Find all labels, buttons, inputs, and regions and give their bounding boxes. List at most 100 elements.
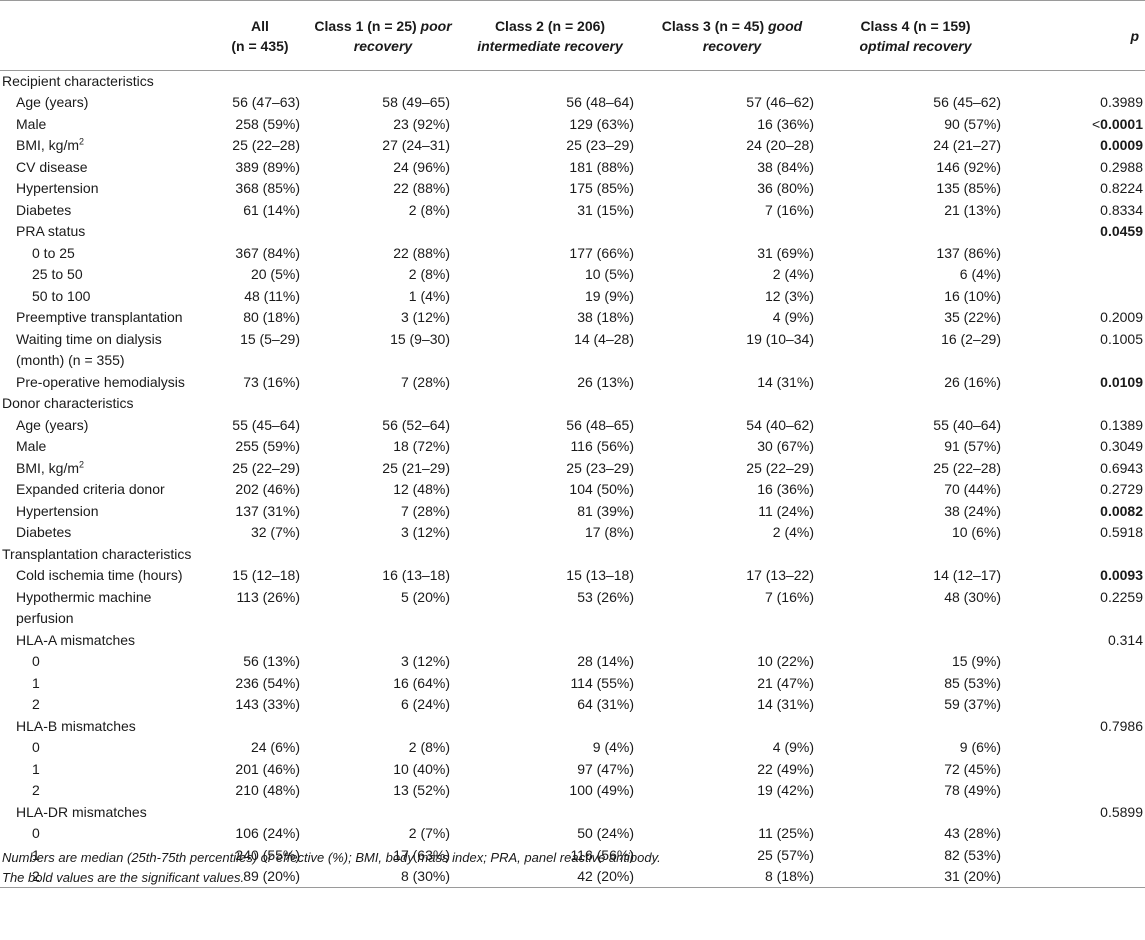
table-row: 1 236 (54%) 16 (64%) 114 (55%) 21 (47%) 85 (5… bbox=[0, 673, 1145, 695]
header-class3: Class 3 (n = 45) good recovery bbox=[642, 0, 822, 71]
cell-class2: 42 (20%) bbox=[458, 866, 642, 888]
cell-class4 bbox=[822, 71, 1009, 93]
row-label-text: 2 bbox=[32, 782, 40, 798]
row-label-text: Waiting time on dialysis (month) (n = 35… bbox=[16, 330, 162, 368]
cell-class3: 4 (9%) bbox=[772, 739, 814, 755]
cell-p-value: 0.2988 bbox=[1100, 158, 1143, 175]
cell-class4: 14 (12–17) bbox=[933, 567, 1001, 583]
cell-class2: 26 (13%) bbox=[577, 373, 634, 390]
cell-class3: 57 (46–62) bbox=[746, 94, 814, 110]
row-label: BMI, kg/m2 bbox=[0, 135, 212, 157]
cell-class2 bbox=[458, 221, 642, 243]
cell-all bbox=[212, 630, 308, 652]
cell-all: 48 (11%) bbox=[244, 287, 300, 304]
cell-class2 bbox=[458, 802, 642, 824]
cell-class2: 64 (31%) bbox=[577, 696, 634, 712]
cell-class4: 15 (9%) bbox=[951, 653, 1001, 669]
cell-all: 24 (6%) bbox=[250, 739, 300, 755]
header-class2: Class 2 (n = 206) intermediate recovery bbox=[458, 0, 642, 71]
cell-class4: 16 (2–29) bbox=[941, 330, 1001, 347]
cell-class1: 8 (30%) bbox=[308, 866, 458, 888]
cell-class2: 14 (4–28) bbox=[574, 330, 634, 347]
header-all: All (n = 435) bbox=[212, 0, 308, 71]
cell-class3: 38 (84%) bbox=[757, 158, 814, 175]
table-body: Recipient characteristics Age (years) 56 (… bbox=[0, 71, 1145, 888]
header-class4-line1: Class 4 (n = 159) bbox=[860, 17, 971, 34]
row-label: Age (years) bbox=[0, 92, 212, 114]
row-label-text: Age (years) bbox=[16, 94, 89, 110]
header-class3-line2: recovery bbox=[702, 37, 762, 54]
cell-class4: 55 (40–64) bbox=[933, 416, 1001, 433]
row-label-text: 1 bbox=[32, 674, 40, 691]
cell-all: 113 (26%) bbox=[236, 588, 300, 605]
cell-class3: 7 (16%) bbox=[764, 201, 814, 218]
cell-class2: 56 (48–65) bbox=[566, 416, 634, 433]
table-row: Hypertension 137 (31%) 7 (28%) 81 (39%) 11 (… bbox=[0, 501, 1145, 523]
row-label: CV disease bbox=[0, 157, 212, 179]
row-label-text: HLA-A mismatches bbox=[16, 631, 136, 648]
header-row: All (n = 435) Class 1 (n = 25) poor reco… bbox=[0, 0, 1145, 71]
table-row: Cold ischemia time (hours) 15 (12–18) 16 (… bbox=[0, 565, 1145, 587]
row-label-text: Donor characteristics bbox=[2, 395, 134, 411]
cell-class1 bbox=[308, 630, 458, 652]
cell-class3: 19 (42%) bbox=[757, 782, 814, 798]
row-label: 0 bbox=[0, 823, 212, 845]
row-label-text: Diabetes bbox=[16, 524, 72, 540]
table-row: HLA-A mismatches 0.314 bbox=[0, 630, 1145, 652]
cell-class4: 82 (53%) bbox=[944, 846, 1001, 863]
header-class2-line1: Class 2 (n = 206) bbox=[494, 17, 606, 34]
cell-class4: 16 (10%) bbox=[944, 287, 1001, 304]
row-label: Age (years) bbox=[0, 415, 212, 437]
row-label: BMI, kg/m2 bbox=[0, 458, 212, 480]
cell-all: 236 (54%) bbox=[235, 674, 300, 691]
table-row: Waiting time on dialysis (month) (n = 35… bbox=[0, 329, 1145, 372]
cell-class4: 137 (86%) bbox=[936, 244, 1001, 261]
table-row: 0 to 25 367 (84%) 22 (88%) 177 (66%) 31 (69%… bbox=[0, 243, 1145, 265]
cell-class1: 3 (12%) bbox=[400, 524, 450, 540]
cell-class1: 7 (28%) bbox=[400, 502, 450, 519]
cell-p-value: 0.0459 bbox=[1100, 223, 1143, 239]
cell-class1 bbox=[308, 221, 458, 243]
header-class3-line1: Class 3 (n = 45) bbox=[661, 17, 765, 34]
row-label-text: CV disease bbox=[16, 158, 88, 175]
cell-class4: 48 (30%) bbox=[944, 588, 1001, 605]
cell-p-value bbox=[1009, 673, 1145, 695]
row-label-text: Transplantation characteristics bbox=[2, 545, 192, 562]
cell-all: 255 (59%) bbox=[235, 438, 300, 454]
cell-all bbox=[212, 716, 308, 738]
table-row: HLA-DR mismatches 0.5899 bbox=[0, 802, 1145, 824]
row-label-text: 25 to 50 bbox=[32, 266, 83, 282]
row-label: Male bbox=[0, 436, 212, 458]
row-label-text: Diabetes bbox=[16, 201, 72, 218]
table-row: BMI, kg/m2 25 (22–29) 25 (21–29) 25 (23–29)… bbox=[0, 458, 1145, 480]
row-label-text: Hypertension bbox=[16, 180, 99, 196]
row-label-superscript: 2 bbox=[79, 136, 85, 147]
cell-all: 80 (18%) bbox=[243, 309, 300, 325]
table-row: 2 210 (48%) 13 (52%) 100 (49%) 19 (42%) 78 (4… bbox=[0, 780, 1145, 802]
cell-class2: 97 (47%) bbox=[577, 760, 634, 777]
row-label-text: Preemptive transplantation bbox=[16, 309, 183, 325]
cell-all bbox=[212, 71, 308, 93]
cell-class4 bbox=[822, 393, 1009, 415]
table-row: Pre-operative hemodialysis 73 (16%) 7 (28%… bbox=[0, 372, 1145, 394]
cell-class2 bbox=[458, 544, 642, 566]
row-label-superscript: 2 bbox=[79, 458, 85, 469]
table-row: 50 to 100 48 (11%) 1 (4%) 19 (9%) 12 (3%) 16 … bbox=[0, 286, 1145, 308]
cell-class2: 114 (55%) bbox=[570, 674, 634, 691]
row-label-text: Expanded criteria donor bbox=[16, 481, 165, 497]
cell-class2: 116 (56%) bbox=[570, 846, 634, 863]
cell-class3 bbox=[642, 716, 822, 738]
cell-class2: 175 (85%) bbox=[569, 180, 634, 196]
cell-class1 bbox=[308, 393, 458, 415]
cell-p-value: 0.0082 bbox=[1100, 502, 1143, 519]
cell-all bbox=[212, 221, 308, 243]
cell-class2: 25 (23–29) bbox=[566, 459, 634, 476]
cell-class2: 19 (9%) bbox=[584, 287, 634, 304]
cell-all bbox=[212, 544, 308, 566]
cell-p-value bbox=[1009, 823, 1145, 845]
cell-class2: 104 (50%) bbox=[569, 481, 634, 497]
cell-class2: 17 (8%) bbox=[584, 524, 634, 540]
cell-all: 367 (84%) bbox=[235, 244, 300, 261]
cell-class1: 16 (13–18) bbox=[382, 567, 450, 583]
cell-class4: 146 (92%) bbox=[936, 158, 1001, 175]
